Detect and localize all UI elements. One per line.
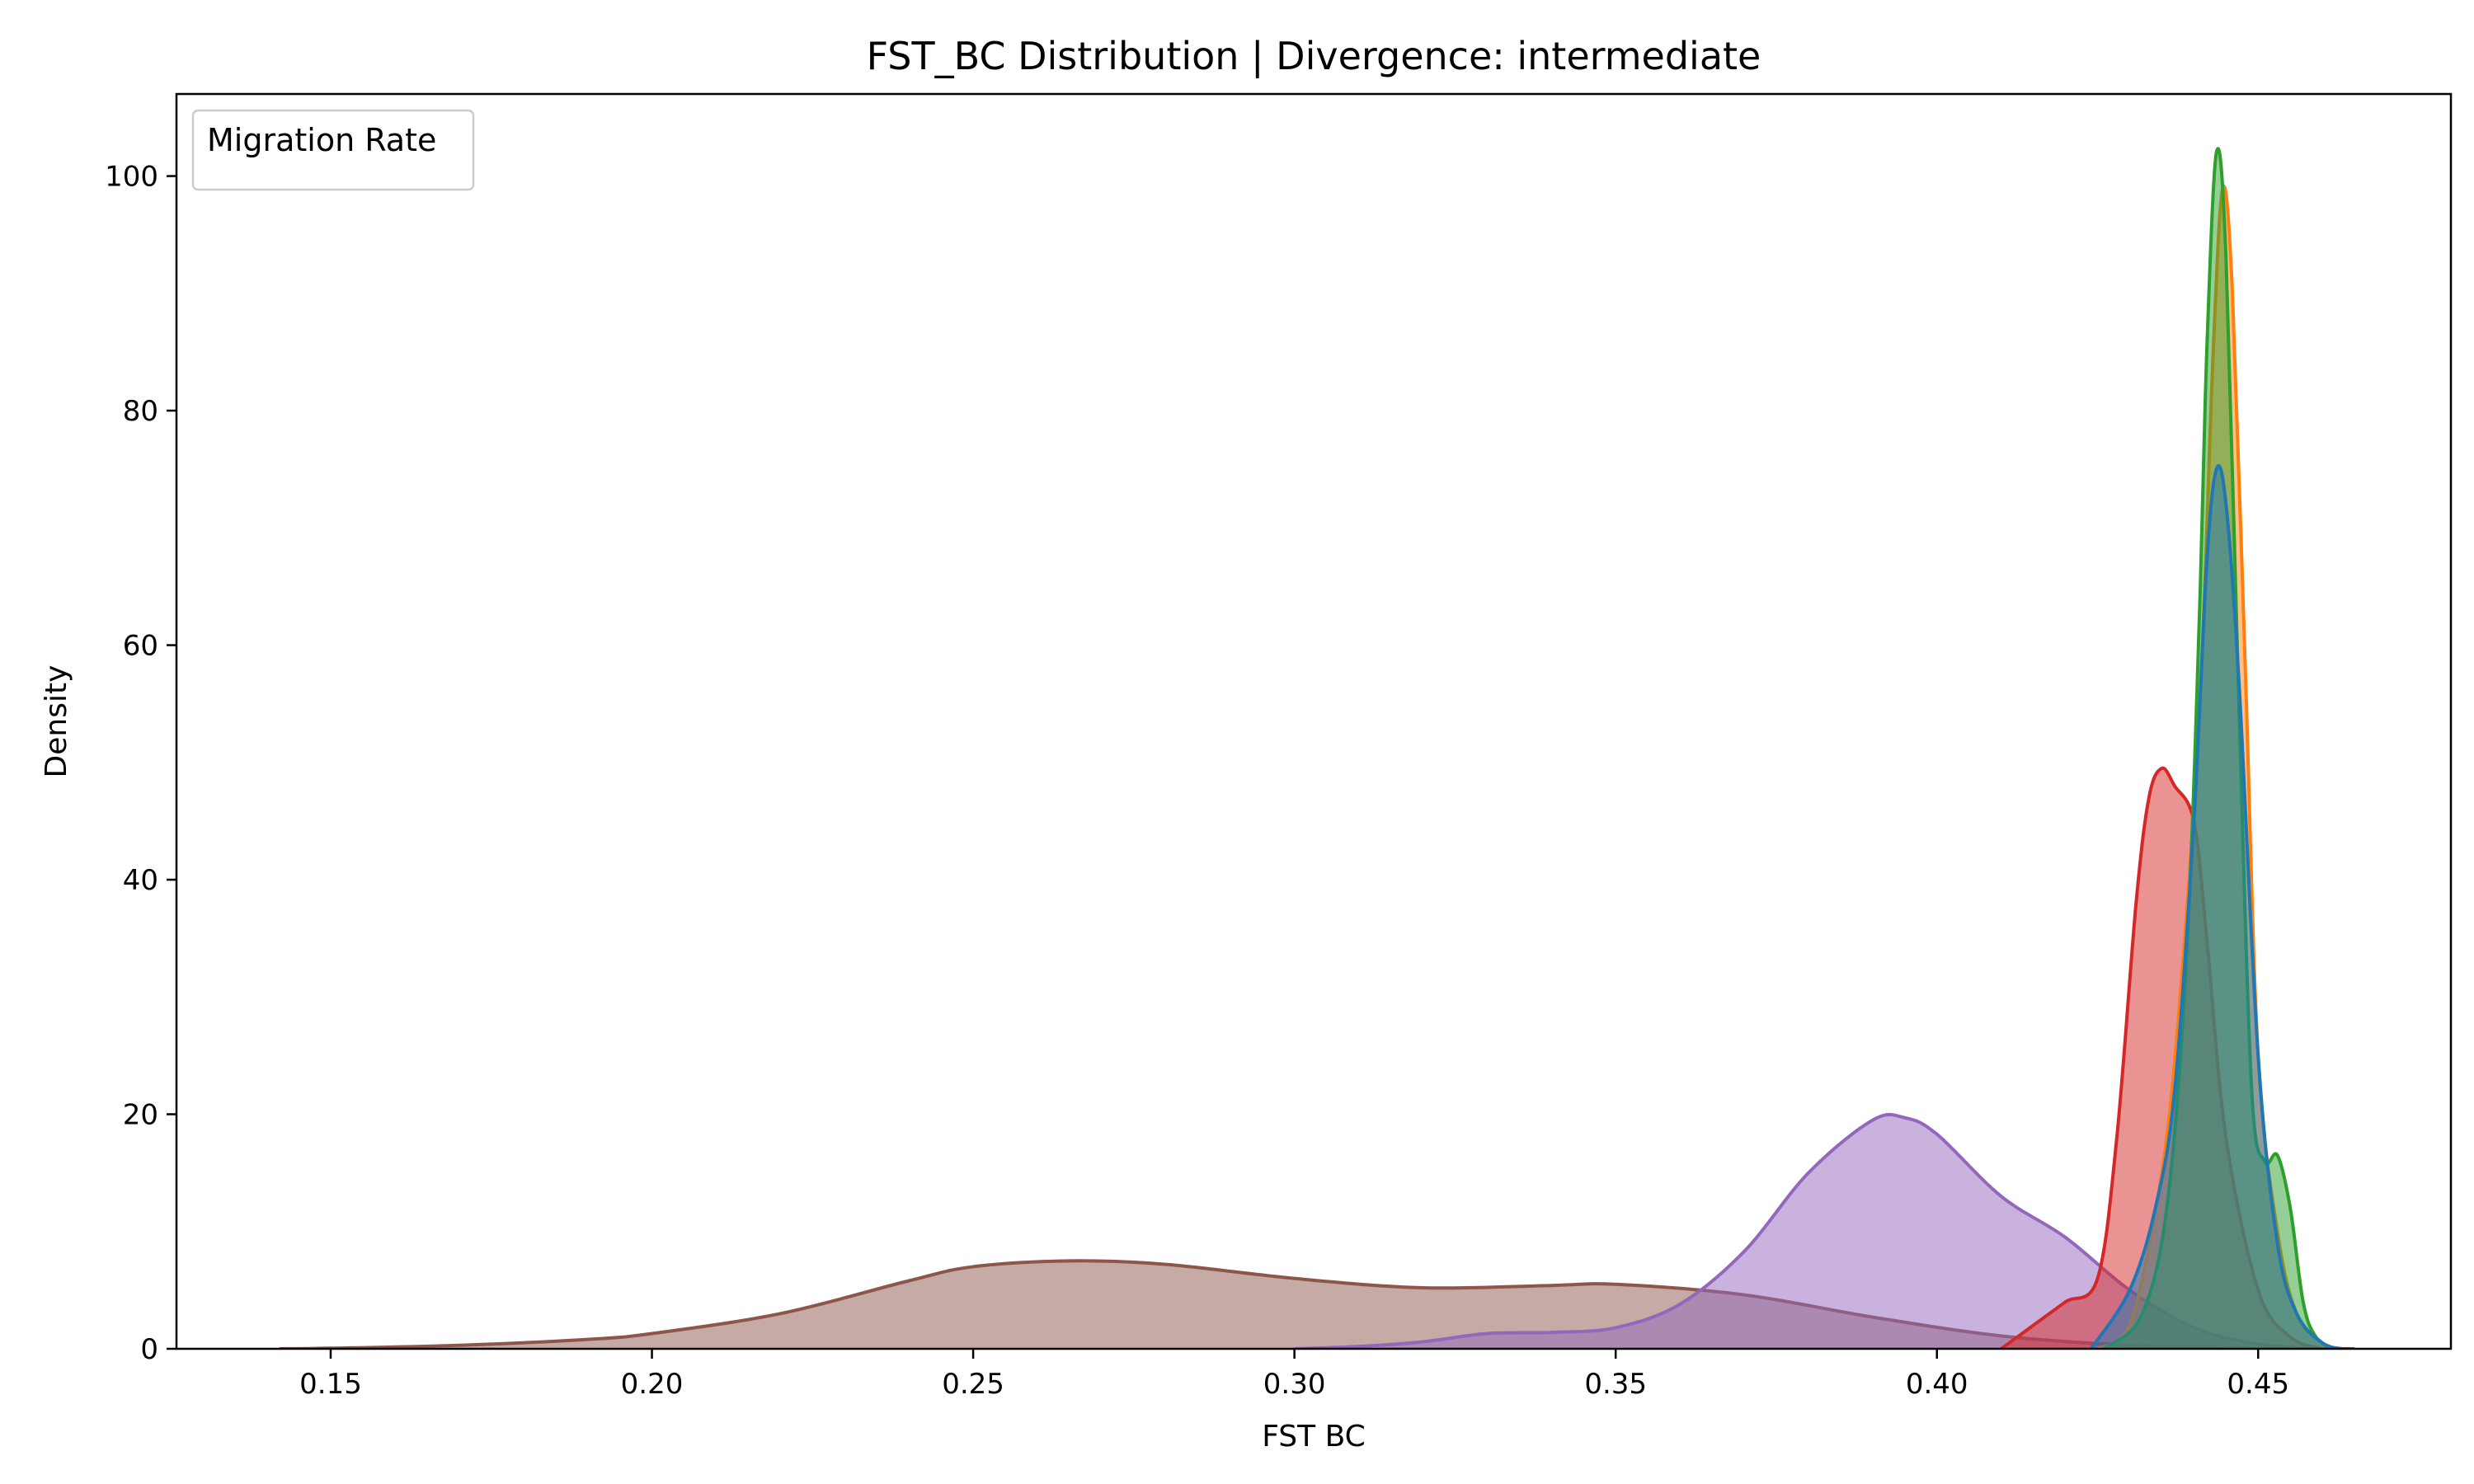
x-axis-label: FST BC (1262, 1420, 1366, 1453)
density-line-6 (2090, 463, 2343, 1349)
legend-title: Migration Rate (207, 122, 436, 158)
y-tick-label: 100 (105, 161, 158, 194)
y-tick-label: 0 (140, 1333, 158, 1366)
y-tick-label: 20 (123, 1099, 158, 1132)
density-area-6 (2091, 465, 2342, 1349)
plot-frame (175, 92, 2453, 1350)
y-axis-label: Density (40, 665, 73, 778)
legend-box (191, 109, 475, 191)
chart-title: FST_BC Distribution | Divergence: interm… (867, 34, 1761, 79)
x-tick-label: 0.15 (299, 1368, 362, 1401)
density-area-3 (2001, 768, 2323, 1349)
density-area-2 (1294, 1114, 2323, 1349)
x-tick-label: 0.30 (1263, 1368, 1326, 1401)
y-axis: 0 20 40 60 80 100 (105, 161, 176, 1366)
y-tick-label: 60 (123, 630, 158, 663)
x-tick-label: 0.35 (1584, 1368, 1647, 1401)
x-tick-label: 0.20 (621, 1368, 684, 1401)
x-axis: 0.15 0.20 0.25 0.30 0.35 0.40 0.45 (299, 1349, 2289, 1401)
x-tick-label: 0.40 (1906, 1368, 1968, 1401)
y-tick-label: 80 (123, 395, 158, 428)
legend: Migration Rate (191, 109, 475, 191)
plot-area (279, 147, 2355, 1349)
x-tick-label: 0.25 (942, 1368, 1004, 1401)
y-tick-label: 40 (123, 864, 158, 897)
x-tick-label: 0.45 (2227, 1368, 2289, 1401)
